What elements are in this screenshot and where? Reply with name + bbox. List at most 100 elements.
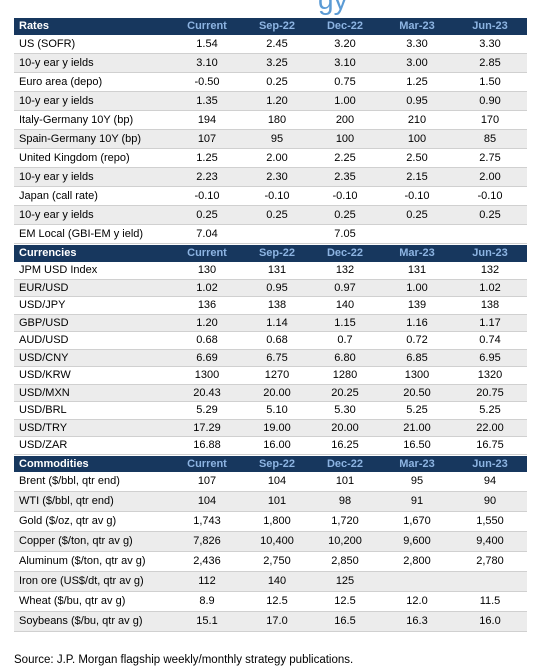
- table-row: US (SOFR) 1.54 2.45 3.20 3.30 3.30: [14, 35, 527, 54]
- table-row: USD/ZAR 16.88 16.00 16.25 16.50 16.75: [14, 437, 527, 455]
- row-label: USD/ZAR: [19, 439, 68, 451]
- cell-value: 1.14: [266, 316, 288, 329]
- row-label: USD/TRY: [19, 421, 68, 434]
- row-label: Brent ($/bbl, qtr end): [19, 474, 120, 487]
- row-label: Aluminum ($/ton, qtr av g): [19, 554, 146, 567]
- cell-value: 16.0: [479, 614, 501, 627]
- cell-value: 1270: [264, 369, 290, 381]
- cell-value: 1.16: [406, 316, 428, 329]
- row-label: US (SOFR): [19, 38, 76, 50]
- row-label: Gold ($/oz, qtr av g): [19, 514, 117, 527]
- cell-value: 16.25: [331, 439, 359, 451]
- cell-value: 101: [335, 474, 355, 487]
- cell-value: 20.75: [476, 386, 504, 399]
- cell-value: 131: [407, 264, 427, 276]
- table-row: Iron ore (US$/dt, qtr av g) 112 140 125: [14, 571, 527, 592]
- cell-value: 85: [483, 133, 497, 145]
- cell-value: 6.85: [406, 351, 428, 364]
- section-title: Rates: [19, 20, 49, 32]
- source-note: Source: J.P. Morgan flagship weekly/mont…: [14, 654, 354, 666]
- cell-value: 1280: [332, 369, 358, 381]
- cell-value: 100: [335, 133, 355, 145]
- row-label: USD/BRL: [19, 404, 67, 416]
- row-label: 10-y ear y ields: [19, 57, 94, 69]
- row-label: Italy-Germany 10Y (bp): [19, 114, 134, 126]
- cell-value: 107: [197, 133, 217, 145]
- cell-value: 180: [267, 114, 287, 126]
- cell-value: 16.3: [406, 614, 428, 627]
- cell-value: 1.20: [266, 95, 288, 107]
- cell-value: 1,800: [263, 514, 291, 527]
- cell-value: 2.50: [406, 152, 428, 164]
- row-label: USD/CNY: [19, 351, 69, 364]
- cell-value: 0.25: [266, 76, 288, 88]
- cell-value: 138: [480, 299, 500, 311]
- column-header: Current: [187, 457, 227, 470]
- cell-value: 0.74: [479, 334, 501, 346]
- row-label: EM Local (GBI-EM y ield): [19, 228, 144, 240]
- row-label: AUD/USD: [19, 334, 69, 346]
- cell-value: 95: [270, 133, 284, 145]
- cell-value: 1.20: [196, 316, 218, 329]
- row-label: USD/JPY: [19, 299, 66, 311]
- row-label: WTI ($/bbl, qtr end): [19, 494, 114, 507]
- cell-value: 131: [267, 264, 287, 276]
- cell-value: 2,780: [476, 554, 504, 567]
- cell-value: 20.50: [403, 386, 431, 399]
- cell-value: 90: [483, 494, 497, 507]
- cell-value: 3.20: [334, 38, 356, 50]
- cell-value: 19.00: [263, 421, 291, 434]
- cell-value: 0.25: [196, 209, 218, 221]
- cell-value: -0.10: [264, 190, 290, 202]
- cell-value: 1,720: [331, 514, 359, 527]
- table-row: USD/KRW 1300 1270 1280 1300 1320: [14, 367, 527, 385]
- cell-value: 139: [407, 299, 427, 311]
- cell-value: 0.25: [334, 209, 356, 221]
- cell-value: 20.00: [263, 386, 291, 399]
- cell-value: 0.68: [196, 334, 218, 346]
- table-row: Soybeans ($/bu, qtr av g) 15.1 17.0 16.5 16.…: [14, 611, 527, 632]
- row-label: United Kingdom (repo): [19, 152, 130, 164]
- cell-value: 5.25: [479, 404, 501, 416]
- cell-value: 0.72: [406, 334, 428, 346]
- cell-value: 3.30: [406, 38, 428, 50]
- cell-value: 2.23: [196, 171, 218, 183]
- table-row: Wheat ($/bu, qtr av g) 8.9 12.5 12.5 12.0 11.…: [14, 592, 527, 612]
- row-label: EUR/USD: [19, 281, 69, 294]
- cell-value: 7.04: [196, 228, 218, 240]
- column-header: Sep-22: [258, 457, 296, 470]
- cell-value: 95: [410, 474, 424, 487]
- cell-value: 16.00: [263, 439, 291, 451]
- table-row: Gold ($/oz, qtr av g) 1,743 1,800 1,720 1,67…: [14, 512, 527, 532]
- column-header: Sep-22: [258, 247, 296, 259]
- row-label: GBP/USD: [19, 316, 69, 329]
- cell-value: 0.7: [337, 334, 353, 346]
- column-header: Jun-23: [472, 20, 508, 32]
- table-row: USD/CNY 6.69 6.75 6.80 6.85 6.95: [14, 349, 527, 367]
- cell-value: 1.25: [406, 76, 428, 88]
- section-title: Currencies: [19, 247, 77, 259]
- cell-value: 132: [480, 264, 500, 276]
- cell-value: 194: [197, 114, 217, 126]
- column-header: Dec-22: [326, 247, 364, 259]
- cell-value: 138: [267, 299, 287, 311]
- cell-value: 21.00: [403, 421, 431, 434]
- cell-value: 5.10: [266, 404, 288, 416]
- row-label: 10-y ear y ields: [19, 171, 94, 183]
- cell-value: 0.95: [406, 95, 428, 107]
- cell-value: 136: [197, 299, 217, 311]
- table-row: USD/MXN 20.43 20.00 20.25 20.50 20.75: [14, 384, 527, 402]
- cell-value: 200: [335, 114, 355, 126]
- cell-value: 2,750: [263, 554, 291, 567]
- cell-value: -0.10: [194, 190, 220, 202]
- cell-value: 2.30: [266, 171, 288, 183]
- cell-value: 1.54: [196, 38, 218, 50]
- cell-value: 0.95: [266, 281, 288, 294]
- cell-value: 140: [267, 574, 287, 587]
- table-row: USD/BRL 5.29 5.10 5.30 5.25 5.25: [14, 402, 527, 420]
- cell-value: 2,800: [403, 554, 431, 567]
- row-label: USD/MXN: [19, 386, 70, 399]
- column-header: Mar-23: [399, 457, 435, 470]
- table-row: AUD/USD 0.68 0.68 0.7 0.72 0.74: [14, 332, 527, 350]
- cell-value: 0.97: [334, 281, 356, 294]
